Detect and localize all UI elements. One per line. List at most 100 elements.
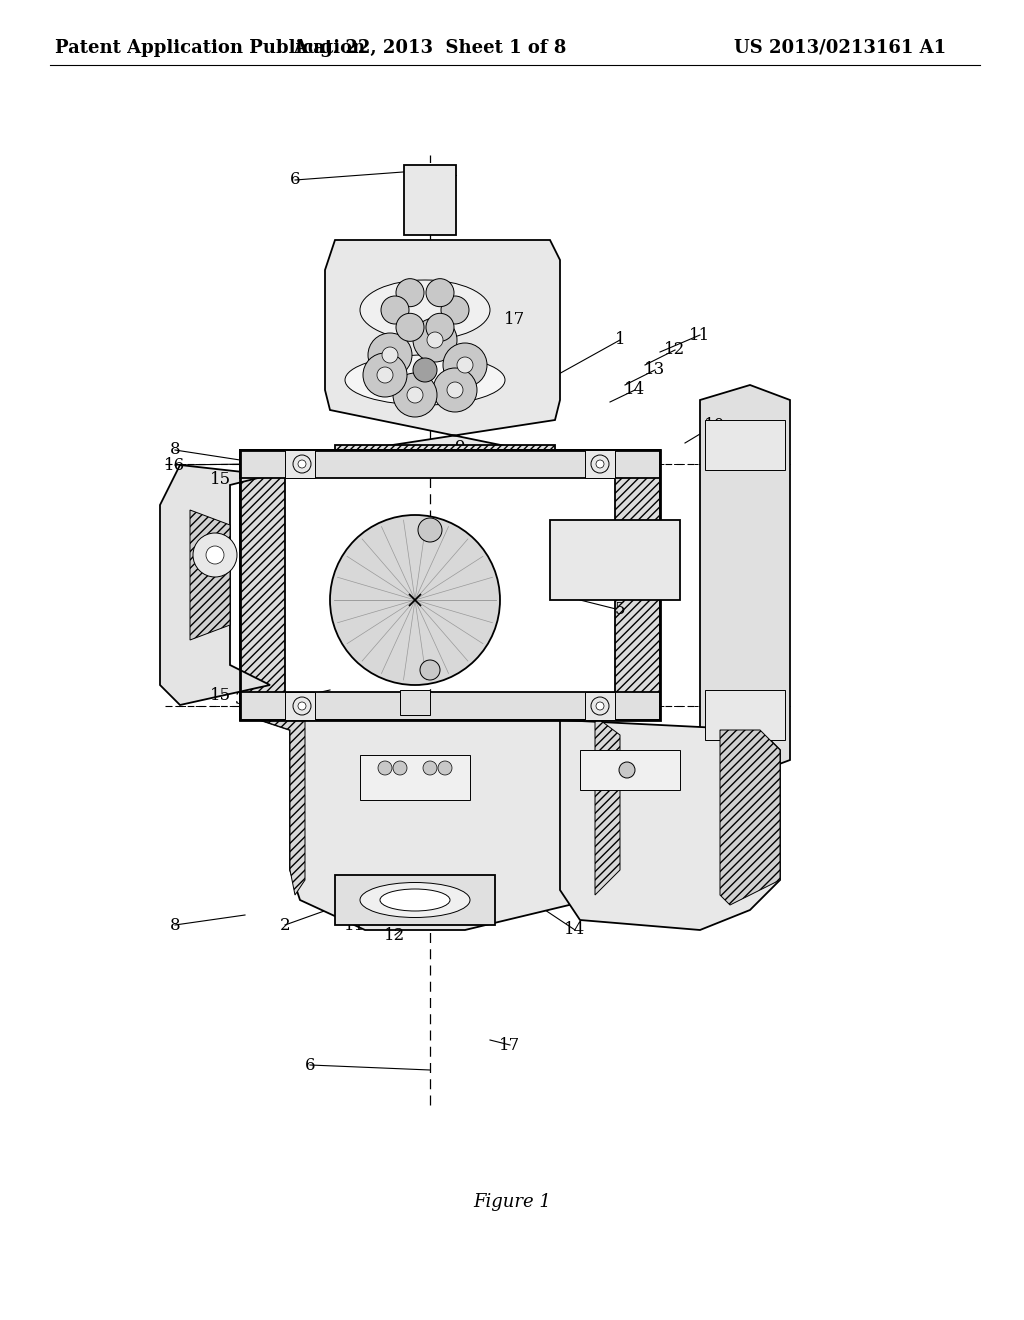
Text: 13: 13 xyxy=(635,561,655,578)
Circle shape xyxy=(591,455,609,473)
Circle shape xyxy=(443,343,487,387)
Circle shape xyxy=(298,459,306,469)
Text: 18: 18 xyxy=(630,767,650,784)
Bar xyxy=(585,692,615,719)
Text: 7: 7 xyxy=(760,781,770,799)
Bar xyxy=(285,692,315,719)
Bar xyxy=(335,875,495,925)
Bar xyxy=(580,750,680,789)
Text: 9: 9 xyxy=(455,440,465,457)
Text: US 2013/0213161 A1: US 2013/0213161 A1 xyxy=(734,40,946,57)
Circle shape xyxy=(413,318,457,362)
Polygon shape xyxy=(720,730,780,906)
Bar xyxy=(360,755,470,800)
Text: 5: 5 xyxy=(614,602,626,619)
Circle shape xyxy=(596,459,604,469)
Bar xyxy=(404,165,456,235)
Ellipse shape xyxy=(360,280,490,341)
Text: 2: 2 xyxy=(280,692,291,709)
Circle shape xyxy=(362,352,407,397)
Text: Patent Application Publication: Patent Application Publication xyxy=(55,40,366,57)
Polygon shape xyxy=(325,240,560,455)
Circle shape xyxy=(193,533,237,577)
Text: 1: 1 xyxy=(614,331,626,348)
Polygon shape xyxy=(595,719,620,895)
Text: 14: 14 xyxy=(625,381,645,399)
Bar xyxy=(705,690,785,741)
Circle shape xyxy=(378,762,392,775)
Polygon shape xyxy=(190,510,230,640)
Circle shape xyxy=(393,374,437,417)
Circle shape xyxy=(206,546,224,564)
Text: 17: 17 xyxy=(500,1036,520,1053)
Text: 11: 11 xyxy=(344,916,366,933)
Text: 2: 2 xyxy=(365,541,376,558)
Text: 14: 14 xyxy=(564,921,586,939)
Ellipse shape xyxy=(345,355,505,405)
Circle shape xyxy=(407,387,423,403)
Text: 8: 8 xyxy=(170,441,180,458)
Ellipse shape xyxy=(360,883,470,917)
Circle shape xyxy=(368,333,412,378)
Text: 16: 16 xyxy=(165,457,185,474)
Circle shape xyxy=(591,697,609,715)
Circle shape xyxy=(441,296,469,323)
Bar xyxy=(585,450,615,478)
Circle shape xyxy=(426,279,454,306)
Bar xyxy=(285,450,315,478)
Text: 8: 8 xyxy=(170,916,180,933)
Polygon shape xyxy=(240,450,285,719)
Text: 2: 2 xyxy=(280,916,291,933)
Bar xyxy=(240,450,660,478)
Circle shape xyxy=(377,367,393,383)
Bar xyxy=(240,692,660,719)
Text: 11: 11 xyxy=(689,326,711,343)
Circle shape xyxy=(330,515,500,685)
Text: 9: 9 xyxy=(455,907,465,924)
Circle shape xyxy=(618,762,635,777)
Circle shape xyxy=(396,279,424,306)
Polygon shape xyxy=(700,385,790,775)
Text: 7: 7 xyxy=(760,441,770,458)
Circle shape xyxy=(382,347,398,363)
Circle shape xyxy=(427,333,443,348)
Bar xyxy=(240,450,660,719)
Circle shape xyxy=(396,313,424,342)
Polygon shape xyxy=(160,465,270,705)
Polygon shape xyxy=(615,450,660,719)
Circle shape xyxy=(381,296,409,323)
Bar xyxy=(705,420,785,470)
Circle shape xyxy=(457,356,473,374)
Circle shape xyxy=(596,702,604,710)
Polygon shape xyxy=(260,719,620,931)
Text: 15: 15 xyxy=(210,471,230,488)
Circle shape xyxy=(420,660,440,680)
Circle shape xyxy=(426,313,454,342)
Bar xyxy=(550,520,680,601)
Circle shape xyxy=(413,358,437,381)
Circle shape xyxy=(418,517,442,543)
Text: 3: 3 xyxy=(234,692,246,709)
Text: 12: 12 xyxy=(665,342,686,359)
Polygon shape xyxy=(335,445,555,475)
Text: 6: 6 xyxy=(290,172,300,189)
Text: 17: 17 xyxy=(505,312,525,329)
Text: Aug. 22, 2013  Sheet 1 of 8: Aug. 22, 2013 Sheet 1 of 8 xyxy=(293,40,566,57)
Bar xyxy=(400,690,430,715)
Text: 4: 4 xyxy=(614,557,626,573)
Circle shape xyxy=(438,762,452,775)
Text: 6: 6 xyxy=(305,1056,315,1073)
Circle shape xyxy=(293,455,311,473)
Ellipse shape xyxy=(380,888,450,911)
Polygon shape xyxy=(560,719,780,931)
Polygon shape xyxy=(260,451,380,470)
Text: 10: 10 xyxy=(705,417,726,433)
Text: 12: 12 xyxy=(384,927,406,944)
Circle shape xyxy=(298,702,306,710)
Circle shape xyxy=(423,762,437,775)
Circle shape xyxy=(293,697,311,715)
Circle shape xyxy=(393,762,407,775)
Polygon shape xyxy=(250,450,650,475)
Circle shape xyxy=(433,368,477,412)
Text: 13: 13 xyxy=(644,362,666,379)
